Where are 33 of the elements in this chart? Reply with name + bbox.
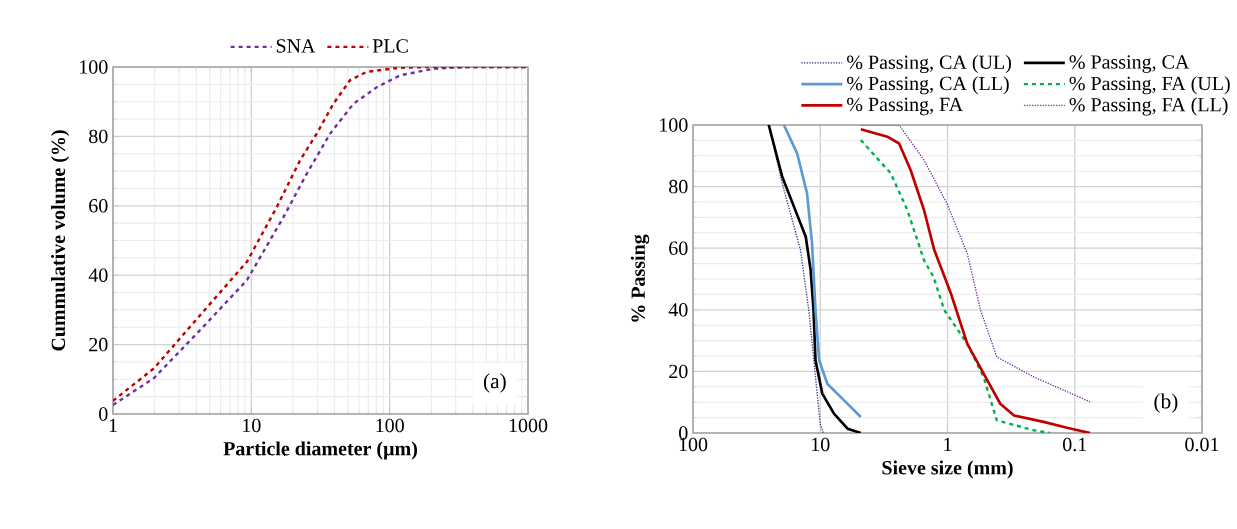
legend-label: % Passing, FA (LL)	[1069, 97, 1228, 116]
x-tick-label: 1	[109, 418, 117, 432]
y-tick-label: 0	[99, 407, 108, 421]
y-tick-label: 40	[668, 303, 688, 317]
y-tick-label: 60	[89, 199, 108, 213]
x-tick-label: 1	[944, 437, 952, 451]
y-tick-label: 100	[660, 118, 688, 132]
y-axis-title: Cummulative volume (%)	[51, 130, 70, 351]
x-tick-label: 100	[376, 418, 404, 433]
x-tick-label: 10	[243, 418, 261, 433]
legend-label: % Passing, FA	[847, 97, 964, 116]
legend-label: % Passing, CA	[1069, 55, 1190, 73]
x-tick-label: 1000	[509, 418, 548, 433]
x-tick-label: 10	[812, 437, 830, 452]
x-axis-title: Sieve size (mm)	[882, 460, 1013, 479]
annotation: (b)	[1154, 393, 1178, 413]
y-tick-label: 20	[89, 337, 108, 352]
y-tick-label: 100	[80, 60, 108, 74]
x-axis-title: Particle diameter (µm)	[223, 441, 417, 460]
y-tick-label: 80	[669, 179, 688, 194]
y-tick-label: 20	[669, 364, 688, 379]
legend-label: SNA	[276, 39, 316, 53]
y-tick-label: 40	[88, 268, 108, 282]
legend-label: % Passing, CA (LL)	[847, 76, 1009, 95]
y-axis-title: % Passing	[630, 234, 650, 322]
x-tick-label: 0.01	[1185, 437, 1219, 452]
x-tick-label: 0.1	[1063, 437, 1087, 452]
y-tick-label: 80	[89, 129, 108, 144]
legend-label: % Passing, FA (UL)	[1069, 76, 1230, 95]
legend-label: PLC	[372, 39, 408, 53]
y-tick-label: 60	[669, 241, 688, 255]
annotation: (a)	[483, 373, 506, 393]
legend-label: % Passing, CA (UL)	[847, 54, 1011, 74]
